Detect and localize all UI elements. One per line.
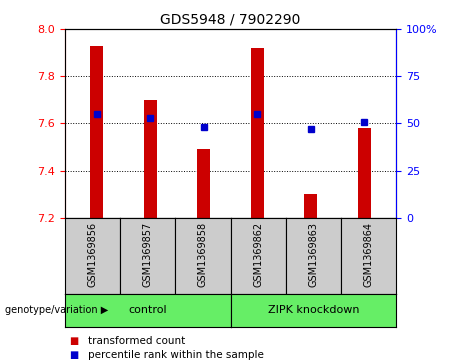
- Bar: [143, 100, 157, 218]
- Text: transformed count: transformed count: [88, 336, 185, 346]
- Text: GSM1369864: GSM1369864: [364, 221, 374, 287]
- Text: ZIPK knockdown: ZIPK knockdown: [268, 305, 359, 315]
- Text: GSM1369863: GSM1369863: [308, 221, 319, 287]
- Bar: [197, 149, 210, 218]
- Text: genotype/variation ▶: genotype/variation ▶: [5, 305, 108, 315]
- Bar: [251, 48, 264, 218]
- Text: GSM1369862: GSM1369862: [253, 221, 263, 287]
- Text: percentile rank within the sample: percentile rank within the sample: [88, 350, 264, 360]
- Text: GSM1369856: GSM1369856: [87, 221, 97, 287]
- Text: control: control: [128, 305, 167, 315]
- Text: GSM1369858: GSM1369858: [198, 221, 208, 287]
- Text: ■: ■: [69, 336, 78, 346]
- Bar: [304, 194, 318, 218]
- Bar: [90, 46, 103, 218]
- Text: ■: ■: [69, 350, 78, 360]
- Text: GSM1369857: GSM1369857: [142, 221, 153, 287]
- Bar: [358, 128, 371, 218]
- Text: GDS5948 / 7902290: GDS5948 / 7902290: [160, 13, 301, 27]
